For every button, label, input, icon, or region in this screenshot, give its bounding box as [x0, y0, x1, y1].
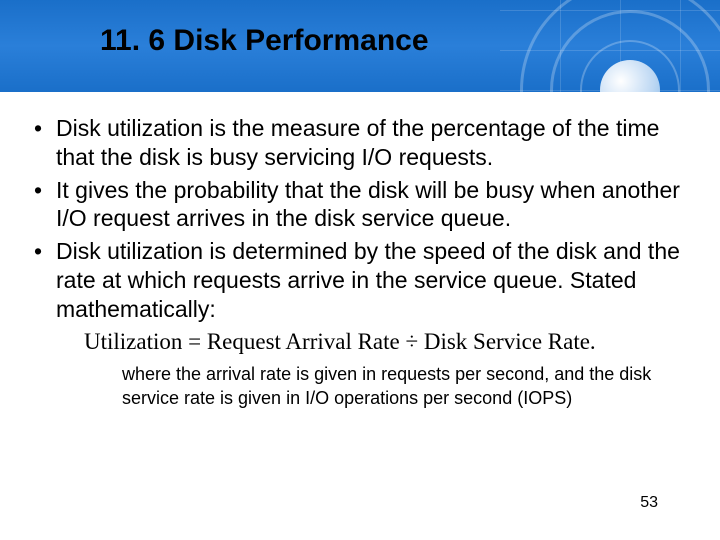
slide-body: Disk utilization is the measure of the p…: [26, 114, 694, 410]
bullet-text: Disk utilization is the measure of the p…: [56, 115, 659, 170]
formula-text: Utilization = Request Arrival Rate ÷ Dis…: [84, 329, 694, 355]
header-decoration: [500, 0, 720, 92]
bullet-item: Disk utilization is the measure of the p…: [26, 114, 694, 172]
page-number: 53: [640, 494, 658, 512]
slide-title: 11. 6 Disk Performance: [100, 24, 429, 58]
bullet-text: Disk utilization is determined by the sp…: [56, 238, 680, 322]
slide: 11. 6 Disk Performance Disk utilization …: [0, 0, 720, 540]
formula-note: where the arrival rate is given in reque…: [122, 363, 682, 410]
bullet-list: Disk utilization is the measure of the p…: [26, 114, 694, 323]
bullet-item: It gives the probability that the disk w…: [26, 176, 694, 234]
bullet-item: Disk utilization is determined by the sp…: [26, 237, 694, 323]
bullet-text: It gives the probability that the disk w…: [56, 177, 680, 232]
title-bar: 11. 6 Disk Performance: [0, 0, 720, 92]
